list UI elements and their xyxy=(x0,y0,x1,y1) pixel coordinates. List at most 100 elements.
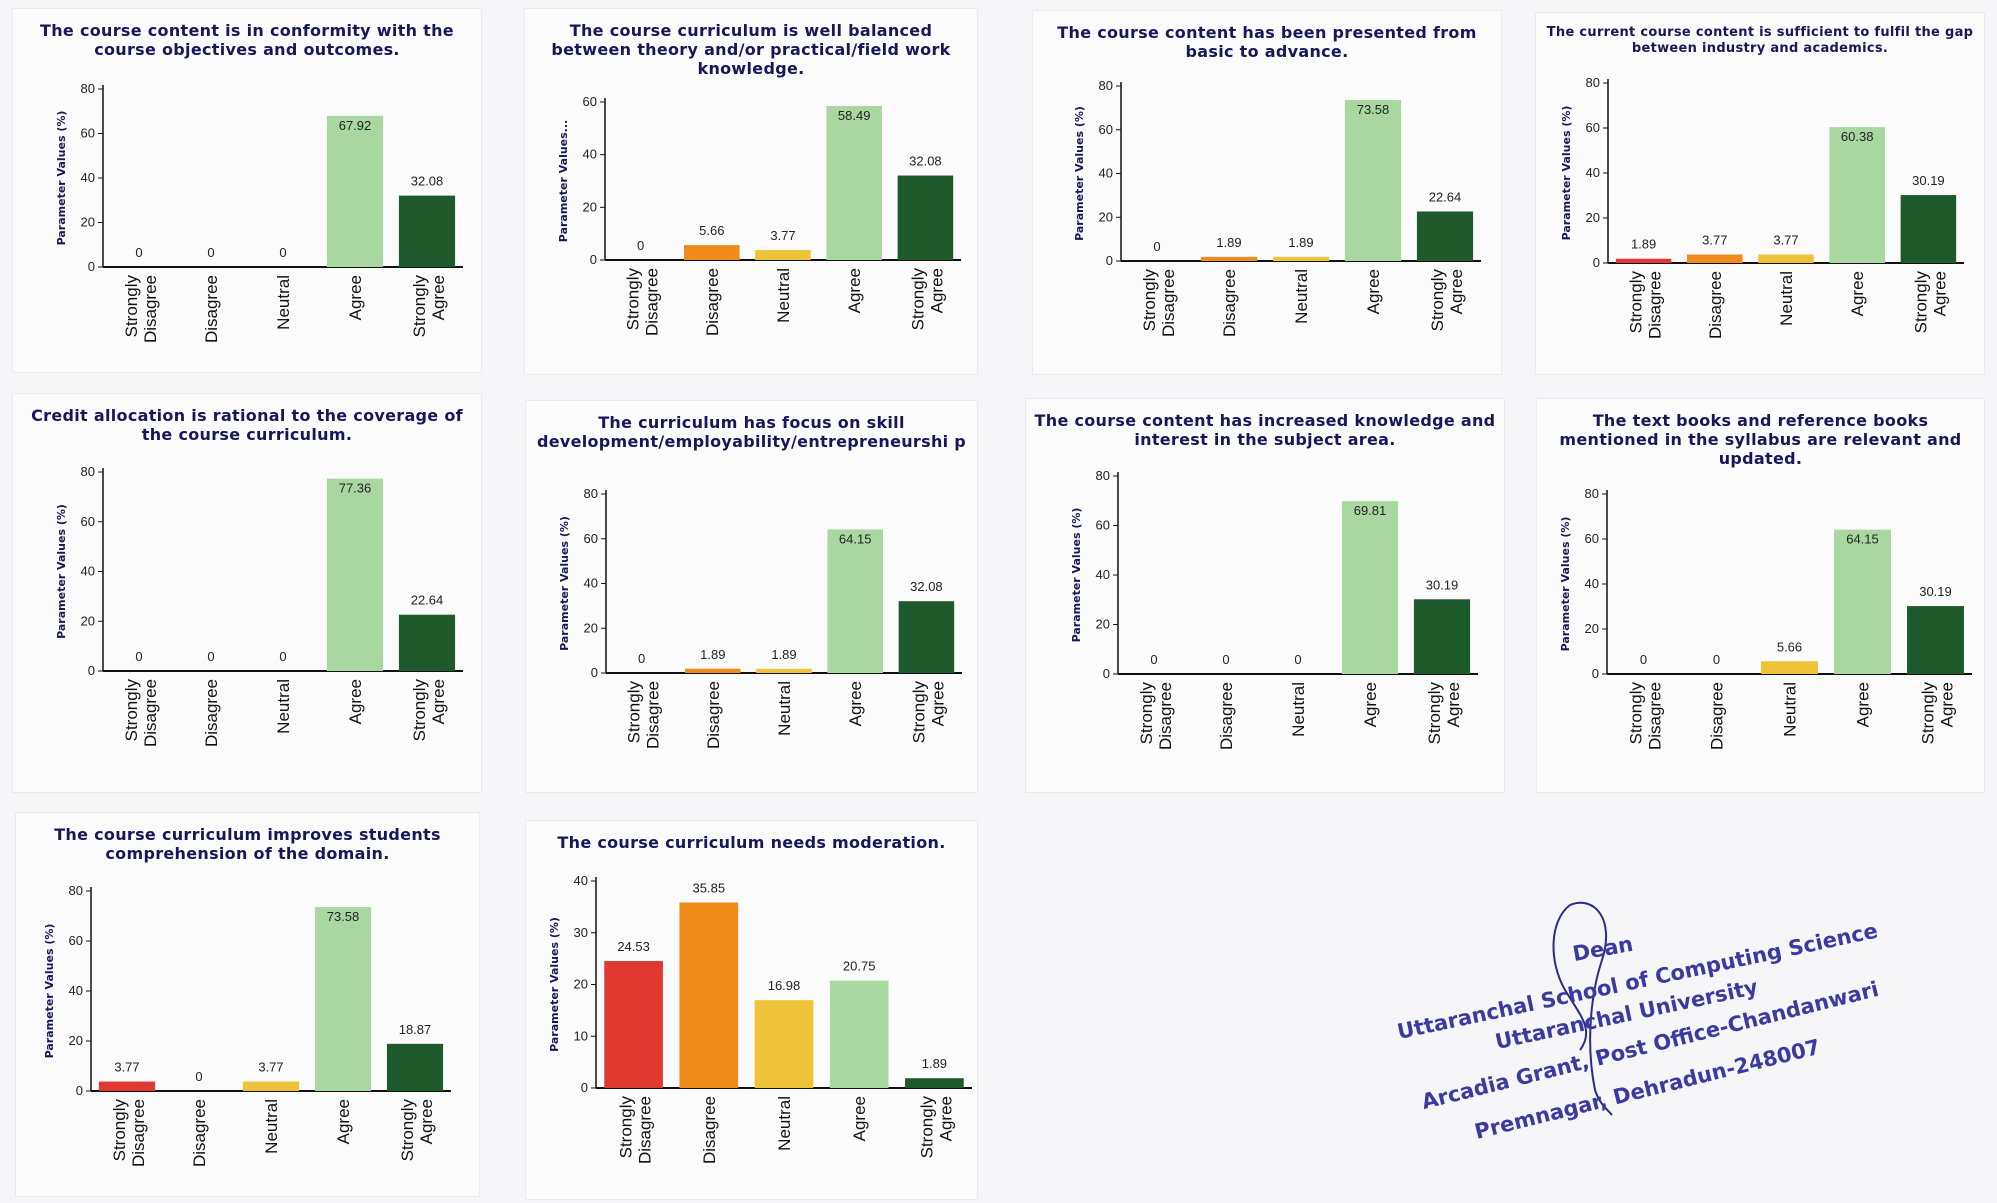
x-tick-label-disagree: Disagree xyxy=(1220,269,1239,337)
x-tick-label-disagree: Disagree xyxy=(1708,682,1727,750)
bar-strongly-agree xyxy=(905,1078,964,1088)
x-tick-label-strongly-agree: StronglyAgree xyxy=(1428,269,1466,332)
x-tick-label-neutral: Neutral xyxy=(1292,269,1311,324)
chart-panel-4: The current course content is sufficient… xyxy=(1535,12,1985,375)
bar-chart: Parameter Values... 0 20 40 60 0 StronglyDisag… xyxy=(557,94,961,336)
y-tick-label: 60 xyxy=(81,514,95,529)
data-label-neutral: 3.77 xyxy=(258,1060,283,1075)
y-tick-label: 40 xyxy=(81,564,95,579)
x-tick-label-strongly-disagree: StronglyDisagree xyxy=(110,1099,148,1168)
data-label-neutral: 3.77 xyxy=(1773,233,1798,248)
data-label-disagree: 3.77 xyxy=(1702,233,1727,248)
y-tick-label: 20 xyxy=(81,215,95,230)
data-label-disagree: 5.66 xyxy=(699,223,724,238)
y-tick-label: 60 xyxy=(1096,518,1110,533)
bar-neutral xyxy=(1758,254,1814,263)
bar-strongly-agree xyxy=(897,175,954,260)
data-label-disagree: 0 xyxy=(195,1069,202,1084)
x-tick-label-strongly-agree: StronglyAgree xyxy=(908,268,946,331)
bar-strongly-disagree xyxy=(1615,258,1672,263)
data-label-strongly-disagree: 0 xyxy=(638,651,645,666)
bar-neutral xyxy=(755,250,811,260)
y-tick-label: 80 xyxy=(81,464,95,479)
data-label-neutral: 1.89 xyxy=(1288,235,1313,250)
x-tick-label-disagree: Disagree xyxy=(703,268,722,336)
data-label-strongly-agree: 1.89 xyxy=(922,1056,947,1071)
bar-chart: Parameter Values (%) 0 10 20 30 40 24.53 Strong… xyxy=(548,873,972,1164)
x-tick-label-neutral: Neutral xyxy=(1289,682,1308,737)
bar-neutral xyxy=(242,1081,300,1091)
y-tick-label: 80 xyxy=(584,486,598,501)
y-tick-label: 0 xyxy=(591,665,598,680)
x-tick-label-agree: Agree xyxy=(346,275,365,320)
bar-strongly-agree xyxy=(1907,606,1964,674)
data-label-agree: 64.15 xyxy=(839,531,872,546)
data-label-strongly-agree: 30.19 xyxy=(1912,173,1945,188)
bar-disagree xyxy=(1200,256,1258,261)
y-tick-label: 0 xyxy=(88,259,95,274)
x-tick-label-neutral: Neutral xyxy=(274,679,293,734)
y-tick-label: 20 xyxy=(1096,617,1110,632)
bar-strongly-agree xyxy=(398,614,456,671)
y-tick-label: 40 xyxy=(574,873,588,888)
bar-chart: Parameter Values (%) 0 20 40 60 80 0 StronglyDi… xyxy=(55,464,463,748)
y-tick-label: 60 xyxy=(1586,120,1600,135)
data-label-strongly-disagree: 0 xyxy=(637,238,644,253)
chart-title: The course content has been presented fr… xyxy=(1057,23,1477,61)
y-axis-label: Parameter Values (%) xyxy=(55,111,68,246)
y-tick-label: 40 xyxy=(1586,165,1600,180)
x-tick-label-agree: Agree xyxy=(1364,269,1383,314)
chart-title: The current course content is sufficient… xyxy=(1546,25,1974,56)
bar-strongly-agree xyxy=(398,195,456,267)
data-label-strongly-agree: 30.19 xyxy=(1919,584,1952,599)
y-tick-label: 20 xyxy=(574,977,588,992)
bar-disagree xyxy=(1687,254,1743,263)
y-tick-label: 0 xyxy=(1103,666,1110,681)
y-tick-label: 10 xyxy=(574,1028,588,1043)
y-tick-label: 60 xyxy=(584,531,598,546)
x-tick-label-neutral: Neutral xyxy=(774,268,793,323)
x-tick-label-agree: Agree xyxy=(1361,682,1380,727)
y-tick-label: 20 xyxy=(69,1033,83,1048)
y-tick-label: 20 xyxy=(1586,210,1600,225)
y-tick-label: 60 xyxy=(1099,122,1113,137)
y-tick-label: 80 xyxy=(1099,78,1113,93)
x-tick-label-disagree: Disagree xyxy=(1706,271,1725,339)
dean-stamp: Dean Uttaranchal School of Computing Sci… xyxy=(1380,890,1881,1144)
y-tick-label: 80 xyxy=(1585,486,1599,501)
y-tick-label: 40 xyxy=(1096,567,1110,582)
y-tick-label: 40 xyxy=(1585,576,1599,591)
data-label-disagree: 0 xyxy=(1713,652,1720,667)
x-tick-label-disagree: Disagree xyxy=(700,1096,719,1164)
bar-neutral xyxy=(756,668,812,673)
y-tick-label: 80 xyxy=(81,81,95,96)
data-label-agree: 20.75 xyxy=(843,959,876,974)
y-tick-label: 60 xyxy=(583,94,597,109)
y-tick-label: 80 xyxy=(1096,468,1110,483)
chart-panel-10: The course curriculum needs moderation. P… xyxy=(525,820,978,1200)
y-tick-label: 80 xyxy=(69,883,83,898)
bar-chart: Parameter Values (%) 0 20 40 60 80 0 StronglyDi… xyxy=(1559,486,1972,750)
y-tick-label: 20 xyxy=(81,613,95,628)
y-axis-label: Parameter Values (%) xyxy=(558,516,571,651)
bar-agree xyxy=(1834,529,1891,674)
y-tick-label: 0 xyxy=(1593,255,1600,270)
data-label-neutral: 5.66 xyxy=(1777,639,1802,654)
x-tick-label-disagree: Disagree xyxy=(704,681,723,749)
x-tick-label-neutral: Neutral xyxy=(262,1099,281,1154)
bar-agree xyxy=(1829,127,1885,264)
bar-strongly-disagree xyxy=(98,1081,156,1091)
x-tick-label-strongly-disagree: StronglyDisagree xyxy=(1627,271,1665,340)
y-tick-label: 60 xyxy=(81,126,95,141)
data-label-agree: 64.15 xyxy=(1846,532,1879,547)
data-label-agree: 60.38 xyxy=(1841,129,1874,144)
bar-neutral xyxy=(1272,256,1330,261)
x-tick-label-strongly-disagree: StronglyDisagree xyxy=(1140,269,1178,338)
bar-disagree xyxy=(684,245,740,260)
data-label-strongly-disagree: 1.89 xyxy=(1631,237,1656,252)
x-tick-label-agree: Agree xyxy=(845,268,864,313)
x-tick-label-strongly-disagree: StronglyDisagree xyxy=(122,679,160,748)
y-tick-label: 20 xyxy=(1585,621,1599,636)
chart-panel-2: The course curriculum is well balanced b… xyxy=(524,8,978,375)
x-tick-label-agree: Agree xyxy=(1854,682,1873,727)
